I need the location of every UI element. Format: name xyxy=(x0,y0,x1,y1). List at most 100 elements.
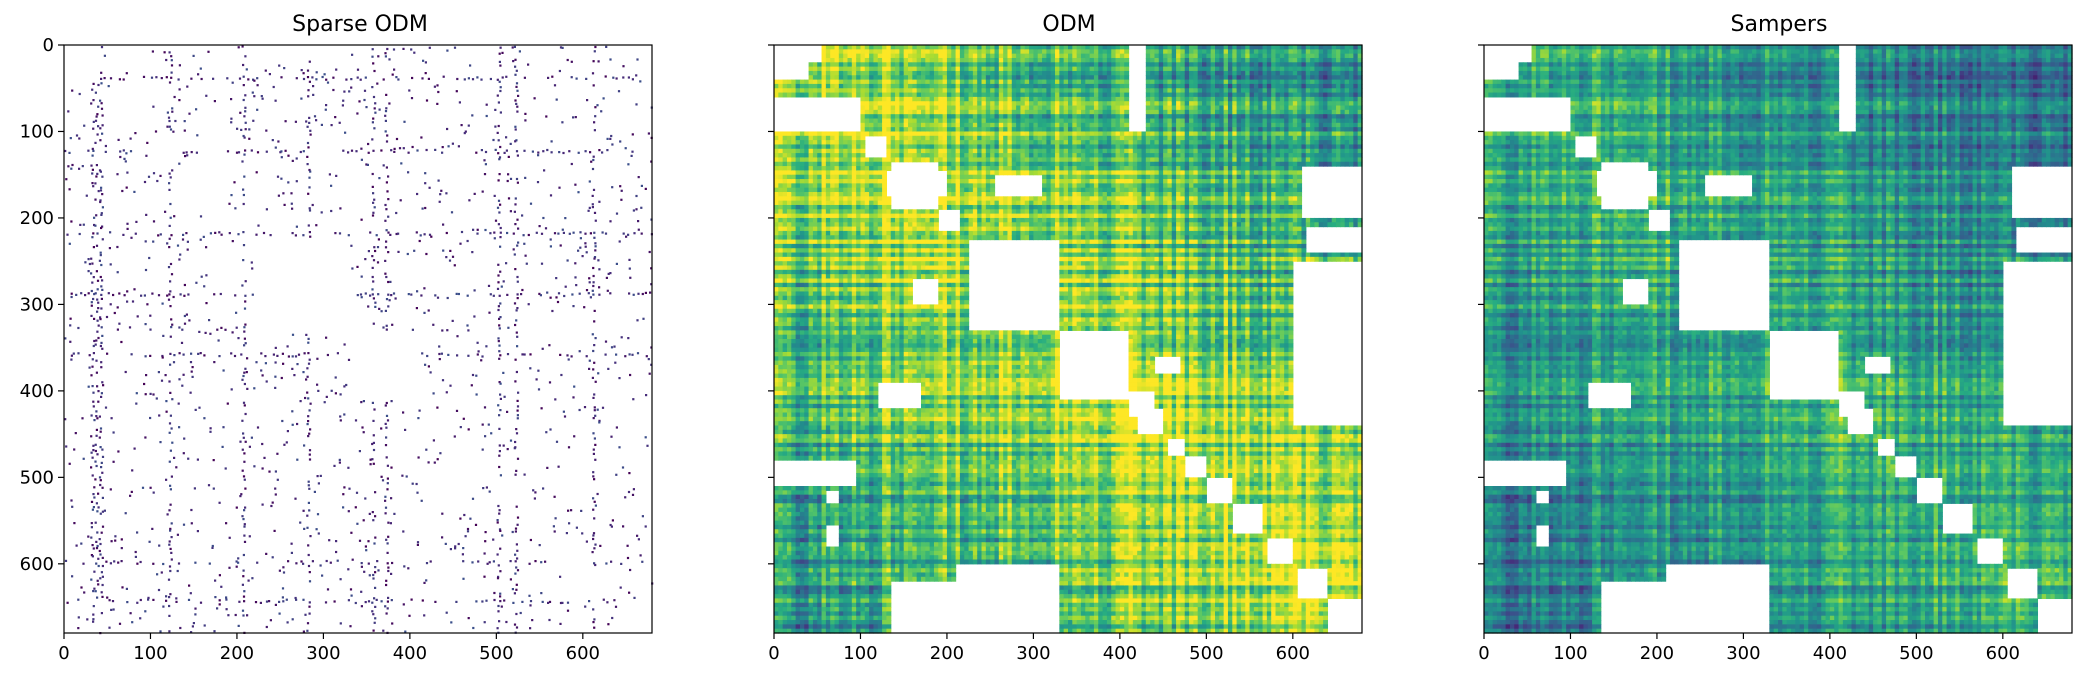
heatmap-cell xyxy=(791,382,796,387)
heatmap-cell xyxy=(783,430,788,435)
heatmap-cell xyxy=(372,280,374,282)
heatmap-cell xyxy=(848,222,853,227)
heatmap-cell xyxy=(787,179,792,184)
heatmap-cell xyxy=(454,545,456,547)
heatmap-cell xyxy=(228,567,230,569)
heatmap-cell xyxy=(800,93,805,98)
heatmap-cell xyxy=(434,294,436,296)
heatmap-cell xyxy=(244,368,246,370)
heatmap-cell xyxy=(843,309,848,314)
heatmap-cell xyxy=(826,253,831,258)
heatmap-cell xyxy=(225,522,227,524)
heatmap-cell xyxy=(783,495,788,500)
heatmap-cell xyxy=(869,473,874,478)
heatmap-cell xyxy=(190,361,192,363)
heatmap-cell xyxy=(856,521,861,526)
heatmap-cell xyxy=(95,450,97,452)
heatmap-cell xyxy=(817,499,822,504)
heatmap-cell xyxy=(787,508,792,513)
heatmap-cell xyxy=(280,150,282,152)
heatmap-cell xyxy=(774,516,779,521)
heatmap-cell xyxy=(860,499,865,504)
heatmap-cell xyxy=(618,377,620,379)
heatmap-cell xyxy=(370,463,372,465)
heatmap-cell xyxy=(822,183,827,188)
heatmap-cell xyxy=(817,417,822,422)
heatmap-cell xyxy=(97,125,99,127)
heatmap-cell xyxy=(796,188,801,193)
heatmap-cell xyxy=(516,106,518,108)
heatmap-cell xyxy=(804,361,809,366)
heatmap-cell xyxy=(579,409,581,411)
heatmap-cell xyxy=(791,205,796,210)
heatmap-cell xyxy=(809,521,814,526)
heatmap-cell xyxy=(839,572,844,577)
heatmap-cell xyxy=(514,573,516,575)
heatmap-cell xyxy=(804,356,809,361)
heatmap-cell xyxy=(244,295,246,297)
heatmap-cell xyxy=(594,46,596,48)
heatmap-cell xyxy=(473,315,475,317)
heatmap-cell xyxy=(865,201,870,206)
heatmap-cell xyxy=(357,77,359,79)
heatmap-cell xyxy=(856,227,861,232)
heatmap-cell xyxy=(607,138,609,140)
heatmap-cell xyxy=(813,603,818,608)
heatmap-cell xyxy=(374,515,376,517)
heatmap-cell xyxy=(246,371,248,373)
heatmap-cell xyxy=(602,407,604,409)
heatmap-cell xyxy=(787,616,792,621)
heatmap-cell xyxy=(843,201,848,206)
heatmap-cell xyxy=(822,291,827,296)
heatmap-cell xyxy=(822,547,827,552)
heatmap-cell xyxy=(813,611,818,616)
heatmap-cell xyxy=(517,95,519,97)
heatmap-cell xyxy=(96,113,98,115)
heatmap-cell xyxy=(609,220,611,222)
heatmap-cell xyxy=(523,243,525,245)
heatmap-cell xyxy=(628,259,630,261)
heatmap-cell xyxy=(813,590,818,595)
heatmap-cell xyxy=(169,290,171,292)
heatmap-cell xyxy=(459,518,461,520)
heatmap-cell xyxy=(376,599,378,601)
heatmap-cell xyxy=(843,525,848,530)
heatmap-cell xyxy=(410,294,412,296)
heatmap-cell xyxy=(130,138,132,140)
heatmap-cell xyxy=(490,432,492,434)
heatmap-cell xyxy=(441,513,443,515)
heatmap-cell xyxy=(809,417,814,422)
heatmap-cell xyxy=(843,330,848,335)
heatmap-cell xyxy=(865,469,870,474)
heatmap-cell xyxy=(482,487,484,489)
heatmap-cell xyxy=(843,274,848,279)
heatmap-cell xyxy=(813,261,818,266)
heatmap-cell xyxy=(169,565,171,567)
heatmap-cell xyxy=(100,466,102,468)
heatmap-cell xyxy=(809,162,814,167)
heatmap-cell xyxy=(843,568,848,573)
heatmap-cell xyxy=(442,250,444,252)
heatmap-cell xyxy=(809,421,814,426)
heatmap-cell xyxy=(839,304,844,309)
heatmap-cell xyxy=(852,365,857,370)
heatmap-cell xyxy=(817,266,822,271)
heatmap-cell xyxy=(95,444,97,446)
heatmap-cell xyxy=(213,293,215,295)
heatmap-cell xyxy=(288,355,290,357)
heatmap-cell xyxy=(97,307,99,309)
heatmap-cell xyxy=(96,429,98,431)
heatmap-cell xyxy=(787,430,792,435)
heatmap-cell xyxy=(184,130,186,132)
heatmap-cell xyxy=(856,326,861,331)
heatmap-cell xyxy=(774,149,779,154)
heatmap-cell xyxy=(848,564,853,569)
heatmap-cell xyxy=(384,496,386,498)
heatmap-cell xyxy=(513,248,515,250)
heatmap-cell xyxy=(817,434,822,439)
heatmap-cell xyxy=(787,209,792,214)
heatmap-cell xyxy=(337,352,339,354)
heatmap-cell xyxy=(783,278,788,283)
heatmap-cell xyxy=(463,514,465,516)
heatmap-cell xyxy=(593,547,595,549)
